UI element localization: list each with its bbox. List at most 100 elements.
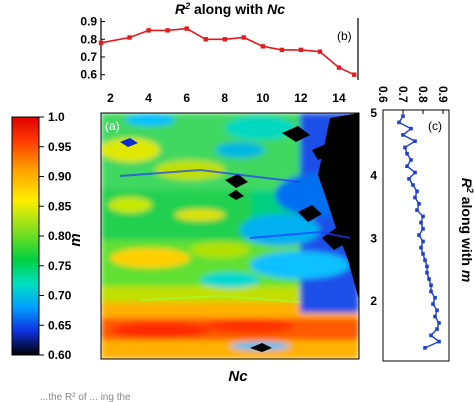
heatmap-surface [101,113,359,359]
panel-b-y-ticks: 0.9 0.8 0.7 0.6 [80,15,105,82]
colorbar-tick-label: 0.70 [48,289,72,303]
colorbar-ticks: 1.0 0.95 0.90 0.85 0.80 0.75 0.70 0.65 0.60 [39,110,72,362]
colorbar-tick-label: 1.0 [48,110,65,124]
panel-a: (a) 2 3 4 5 m Nc [67,106,377,385]
caption-fragment: ...the R² of ... ing the [40,392,131,402]
panel-c-point [409,126,413,131]
panel-b-point [203,37,208,42]
panel-c-point [421,227,425,231]
panel-b-point [165,28,170,33]
panel-b-y-tick-label: 0.9 [80,15,97,29]
panel-a-label: (a) [105,119,120,133]
panel-b-title: R2 along with Nc [175,1,285,17]
panel-a-x-label: Nc [228,368,248,385]
panel-b-x-tick-label: 6 [183,91,190,105]
panel-c-point [407,176,411,181]
panel-b-label: (b) [337,29,352,43]
panel-c-point [419,245,423,250]
panel-c-point [405,151,409,156]
panel-a-y-ticks: 2 3 4 5 [370,106,377,308]
panel-b-x-tick-label: 8 [221,91,228,105]
panel-c-point [421,252,425,256]
colorbar: 1.0 0.95 0.90 0.85 0.80 0.75 0.70 0.65 0.60 [11,110,72,362]
panel-c-point [415,208,419,212]
panel-b-point [146,28,151,33]
panel-c-point [413,139,417,143]
panel-c-top-ticks: 0.6 0.7 0.8 0.9 [376,86,450,114]
panel-c-point [437,321,441,325]
panel-c-point [401,133,405,137]
panel-c-point [415,189,419,194]
panel-c-point [423,346,427,350]
panel-c-point [425,264,429,269]
panel-a-y-tick-label: 4 [370,169,377,183]
panel-a-y-label: m [67,233,84,246]
colorbar-tick-label: 0.85 [48,199,72,213]
panel-c-point [401,114,405,118]
panel-c-point [397,120,401,125]
panel-a-y-tick-label: 3 [370,231,377,245]
panel-b-x-ticks: 2 4 6 8 10 12 14 [107,91,346,105]
panel-b-point [241,35,246,40]
panel-c-points [397,114,441,350]
panel-c-top-tick-label: 0.6 [376,86,390,103]
panel-c-point [413,170,417,175]
panel-c-point [433,314,437,319]
panel-c-point [429,333,433,338]
panel-c-point [427,277,431,281]
panel-b-x-tick-label: 2 [107,91,114,105]
colorbar-gradient [11,116,40,356]
panel-c-label: (c) [428,119,442,133]
panel-b-points [98,26,357,77]
panel-c-point [419,220,423,225]
panel-c-point [403,145,407,150]
panel-a-y-tick-label: 5 [370,106,377,120]
colorbar-tick-label: 0.75 [48,259,72,273]
panel-b-x-tick-label: 10 [256,91,270,105]
panel-c-point [423,258,427,262]
panel-c-point [417,202,421,206]
panel-b-point [222,37,227,42]
panel-c-top-tick-label: 0.9 [436,86,450,103]
panel-c-frame [382,109,450,362]
heatmap-frame [100,112,360,360]
panel-a-y-tick-label: 2 [370,294,377,308]
panel-b-point [298,47,304,53]
panel-b-point [279,47,285,53]
panel-c-point [437,339,441,344]
colorbar-tick-label: 0.90 [48,170,72,184]
colorbar-tick-label: 0.65 [48,318,72,332]
panel-c-point [411,183,415,187]
panel-b-x-tick-label: 14 [332,91,346,105]
panel-b-x-tick-label: 12 [294,91,308,105]
panel-c-point [421,239,425,244]
panel-b: R2 along with Nc 0.9 0.8 0.7 0.6 2 4 6 8 10 12 14… [80,1,359,105]
panel-b-point [351,72,357,77]
panel-c-point [409,158,413,162]
panel-c-point [429,283,433,288]
panel-c-point [435,308,439,313]
panel-c-point [417,233,421,237]
panel-b-point [336,65,342,70]
panel-b-series-line [100,27,355,76]
panel-b-y-tick-label: 0.7 [80,50,97,64]
panel-c-axis-label: R2 along with m [459,178,474,283]
panel-c-point [433,295,437,300]
colorbar-tick-label: 0.80 [48,229,72,243]
panel-b-point [260,44,266,49]
panel-b-point [98,40,104,45]
panel-c-series-line [398,115,441,349]
panel-c: 0.6 0.7 0.8 0.9 (c) R2 along with m [376,86,474,362]
panel-c-top-tick-label: 0.8 [416,86,430,103]
panel-c-point [421,214,425,219]
colorbar-tick-label: 0.60 [48,348,72,362]
panel-b-y-tick-label: 0.8 [80,32,97,46]
panel-c-top-tick-label: 0.7 [396,86,410,103]
panel-c-point [431,302,435,306]
panel-c-point [425,270,429,275]
panel-b-point [317,49,323,54]
panel-b-point [127,35,132,40]
panel-b-y-tick-label: 0.6 [80,68,97,82]
colorbar-tick-label: 0.95 [48,140,72,154]
